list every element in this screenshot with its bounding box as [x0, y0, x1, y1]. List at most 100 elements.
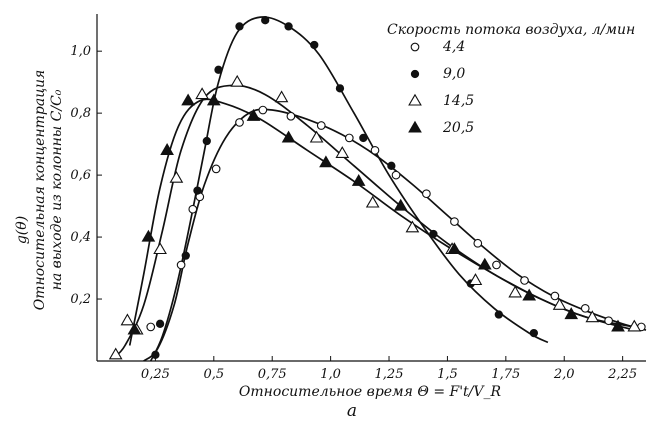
data-point — [529, 328, 539, 338]
data-point — [141, 229, 156, 242]
data-point — [193, 186, 202, 195]
data-point — [281, 130, 296, 143]
data-point — [391, 170, 401, 180]
x-tick-label: 0,75 — [258, 367, 287, 382]
data-point — [235, 22, 244, 31]
data-point — [181, 93, 195, 106]
data-point — [146, 322, 156, 332]
data-point — [627, 319, 642, 332]
data-point — [309, 130, 324, 143]
legend-entry-label: 14,5 — [443, 93, 474, 109]
data-point — [344, 133, 354, 143]
data-point — [153, 242, 167, 255]
data-point — [335, 146, 350, 158]
data-point — [447, 242, 462, 255]
data-point — [235, 118, 244, 127]
legend-marker — [408, 120, 422, 133]
data-points — [108, 16, 646, 360]
y-ticks: 0,2 0,4 0,6 0,8 1,0 — [70, 44, 102, 307]
data-point — [120, 313, 135, 326]
data-point — [508, 285, 523, 298]
data-point — [214, 65, 223, 74]
legend-entry-label: 20,5 — [442, 120, 474, 136]
data-point — [520, 276, 529, 285]
y-axis-label-line-2: Относительная концентрация — [32, 70, 48, 311]
data-point — [261, 16, 270, 25]
panel-label: a — [347, 401, 357, 421]
data-point — [127, 322, 142, 335]
legend: Скорость потока воздуха, л/мин 4,4 9,0 14,… — [387, 22, 635, 136]
x-tick-label: 0,25 — [141, 367, 170, 382]
data-point — [316, 121, 326, 130]
data-point — [492, 260, 501, 270]
data-point — [550, 291, 560, 301]
chart-axes — [96, 14, 646, 362]
data-point — [160, 142, 174, 155]
data-point — [169, 170, 184, 183]
x-tick-label: 1,75 — [491, 367, 520, 382]
data-point — [258, 105, 268, 115]
data-point — [176, 260, 186, 270]
data-point — [319, 155, 333, 168]
data-point — [211, 164, 221, 174]
data-point — [351, 173, 366, 186]
data-point — [230, 74, 245, 87]
data-point — [274, 90, 289, 103]
y-axis-label: g(θ) Относительная концентрация на выход… — [14, 70, 65, 311]
legend-marker — [410, 69, 420, 79]
data-point — [585, 310, 600, 323]
data-point — [286, 111, 296, 121]
x-tick-label: 1,5 — [437, 367, 458, 382]
y-tick-label: 0,4 — [70, 230, 91, 245]
legend-entry-label: 9,0 — [443, 66, 465, 82]
legend-entry-label: 4,4 — [442, 39, 465, 55]
data-point — [611, 319, 625, 332]
series-curve — [143, 108, 647, 362]
x-tick-label: 1,0 — [320, 367, 341, 382]
data-point — [284, 22, 293, 31]
data-point — [468, 273, 483, 286]
x-tick-label: 2,25 — [607, 367, 637, 382]
data-point — [188, 204, 198, 214]
legend-marker — [410, 42, 420, 52]
y-axis-label-line-1: g(θ) — [14, 216, 30, 244]
data-point — [155, 319, 165, 328]
x-axis-label: Относительное время Θ = F't/V_R — [239, 384, 502, 400]
data-point — [370, 145, 380, 155]
x-tick-label: 1,25 — [375, 367, 404, 382]
data-point — [429, 229, 438, 239]
data-point — [202, 136, 211, 146]
series-curve — [149, 16, 549, 362]
data-point — [387, 161, 396, 170]
data-point — [522, 288, 537, 301]
x-ticks: 0,25 0,5 0,75 1,0 1,25 1,5 1,75 2,0 2,25 — [141, 356, 637, 382]
data-point — [564, 307, 579, 320]
data-point — [151, 350, 160, 359]
data-point — [604, 316, 613, 326]
data-point — [494, 310, 503, 319]
data-point — [335, 84, 345, 93]
data-point — [359, 133, 368, 143]
data-point — [393, 198, 408, 211]
x-tick-label: 2,0 — [553, 367, 575, 382]
y-tick-label: 0,6 — [70, 168, 91, 183]
series-curve — [128, 98, 635, 346]
data-point — [195, 87, 209, 100]
data-point — [422, 189, 431, 199]
x-tick-label: 0,5 — [203, 367, 224, 382]
data-point — [473, 238, 483, 248]
y-tick-label: 0,8 — [70, 106, 91, 121]
data-point — [246, 108, 261, 121]
legend-marker — [408, 93, 422, 106]
data-point — [108, 347, 123, 360]
data-point — [450, 217, 459, 226]
data-point — [181, 251, 190, 260]
data-point — [477, 257, 492, 270]
y-tick-label: 1,0 — [70, 44, 91, 59]
series-curve — [112, 84, 635, 359]
y-axis-label-line-3: на выходе из колонны C/C₀ — [49, 89, 65, 290]
data-point — [552, 297, 567, 310]
data-point — [365, 195, 380, 208]
data-point — [580, 303, 590, 313]
